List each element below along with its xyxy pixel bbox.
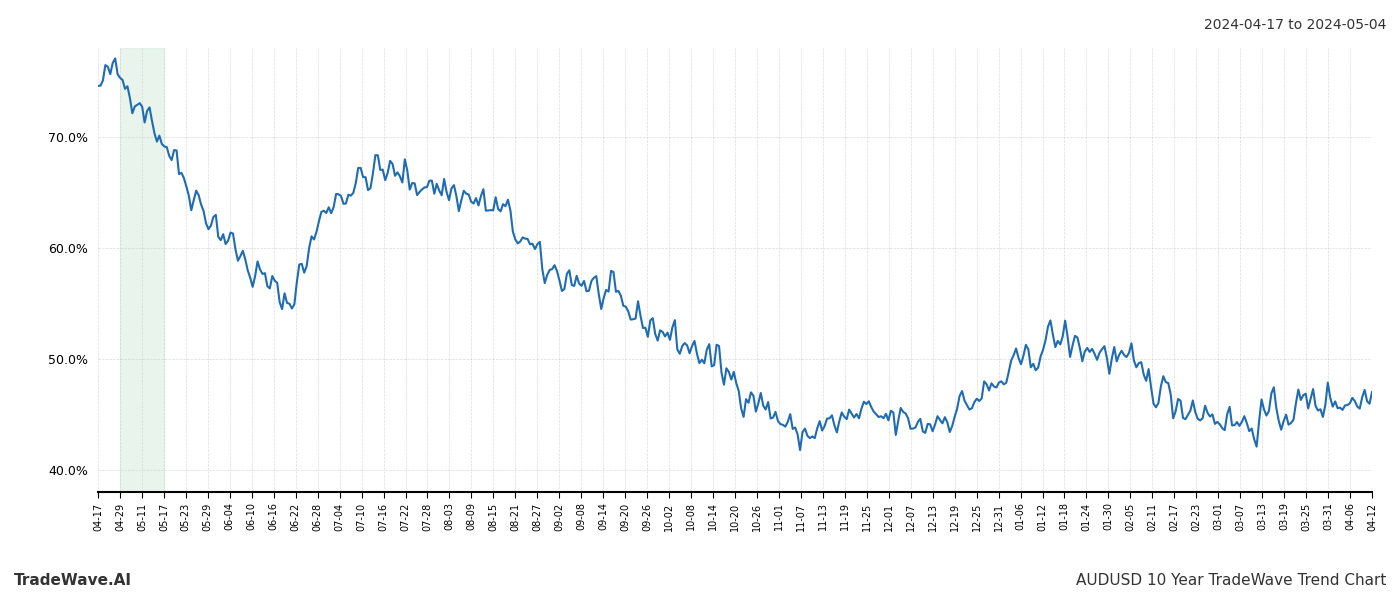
- Bar: [120, 48, 164, 492]
- Text: TradeWave.AI: TradeWave.AI: [14, 573, 132, 588]
- Text: AUDUSD 10 Year TradeWave Trend Chart: AUDUSD 10 Year TradeWave Trend Chart: [1075, 573, 1386, 588]
- Text: 2024-04-17 to 2024-05-04: 2024-04-17 to 2024-05-04: [1204, 18, 1386, 32]
